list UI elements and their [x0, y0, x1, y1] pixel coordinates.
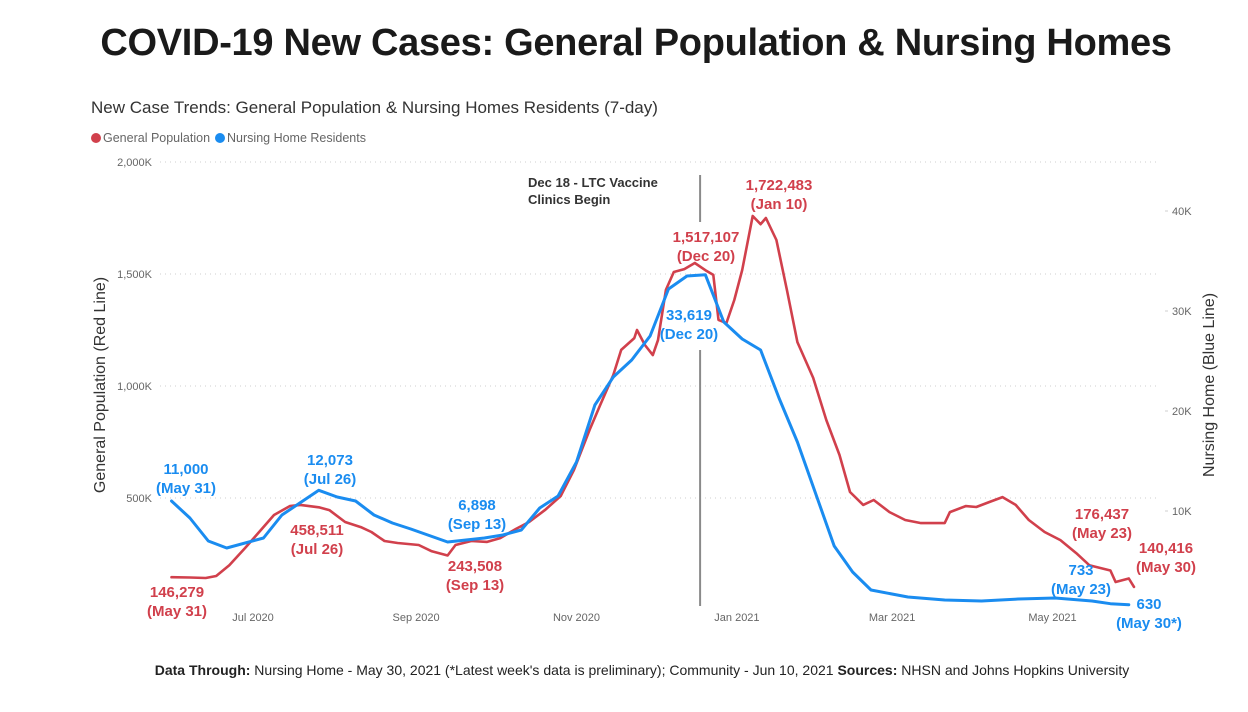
nursing-home-data-label: (May 23) [1051, 581, 1111, 598]
x-tick-label: May 2021 [1028, 612, 1076, 624]
general-population-data-label: (Jan 10) [751, 196, 808, 213]
nursing-home-data-label: (May 30*) [1116, 615, 1182, 632]
y-right-tick-label: 20K [1172, 406, 1192, 418]
y-right-tick-label: 10K [1172, 506, 1192, 518]
nursing-home-data-label: 6,898 [458, 497, 496, 514]
footer-label-data-through: Data Through: [154, 662, 251, 678]
general-population-line [170, 214, 1136, 589]
y-right-tick-label: 40K [1172, 206, 1192, 218]
x-tick-label: Sep 2020 [393, 612, 440, 624]
y-left-tick-label: 2,000K [117, 157, 153, 169]
nursing-home-data-label: 12,073 [307, 452, 353, 469]
general-population-data-label: 146,279 [150, 584, 204, 601]
x-tick-label: Jul 2020 [232, 612, 274, 624]
chart-title: New Case Trends: General Population & Nu… [91, 98, 658, 117]
series-lines [170, 214, 1136, 607]
legend: General Population Nursing Home Resident… [91, 131, 371, 145]
nursing-home-data-label: 630 [1136, 596, 1161, 613]
general-population-data-label: (May 31) [147, 603, 207, 620]
y-axis-left-title: General Population (Red Line) [92, 277, 109, 493]
legend-item-nursing-home-residents[interactable]: Nursing Home Residents [215, 131, 366, 145]
footer-text-sources: NHSN and Johns Hopkins University [897, 662, 1130, 678]
nursing-home-data-label: (Dec 20) [660, 326, 718, 343]
footer-label-sources: Sources: [837, 662, 898, 678]
x-tick-label: Jan 2021 [714, 612, 759, 624]
general-population-data-label: (May 23) [1072, 525, 1132, 542]
x-tick-label: Nov 2020 [553, 612, 600, 624]
general-population-data-label: 176,437 [1075, 506, 1129, 523]
general-population-data-label: (May 30) [1136, 559, 1196, 576]
nursing-home-data-label: 11,000 [163, 461, 208, 478]
y-right-tick-label: 30K [1172, 306, 1192, 318]
event-marker: Dec 18 - LTC Vaccine Clinics Begin [528, 175, 702, 606]
y-axis-right-title: Nursing Home (Blue Line) [1201, 293, 1218, 477]
gridlines [160, 161, 1160, 499]
legend-label: Nursing Home Residents [227, 131, 366, 145]
page-title: COVID-19 New Cases: General Population &… [100, 22, 1172, 64]
y-left-tick-label: 1,000K [117, 381, 153, 393]
event-marker-label: Clinics Begin [528, 192, 610, 207]
y-axis-left: 500K 1,000K 1,500K 2,000K [117, 157, 153, 505]
event-marker-label: Dec 18 - LTC Vaccine [528, 175, 658, 190]
red-dot-icon [91, 133, 101, 143]
general-population-data-label: 1,722,483 [746, 177, 813, 194]
y-left-tick-label: 1,500K [117, 269, 153, 281]
general-population-data-label: 243,508 [448, 558, 502, 575]
general-population-data-label: 1,517,107 [673, 229, 740, 246]
nursing-home-line [170, 273, 1131, 607]
general-population-data-label: 458,511 [290, 522, 343, 539]
legend-item-general-population[interactable]: General Population [91, 131, 210, 145]
general-population-data-label: 140,416 [1139, 540, 1193, 557]
general-population-data-label: (Jul 26) [291, 541, 344, 558]
footer-text-data-through: Nursing Home - May 30, 2021 (*Latest wee… [250, 662, 838, 678]
nursing-home-data-label: (Sep 13) [448, 516, 506, 533]
nursing-home-data-label: 733 [1068, 562, 1093, 579]
footer-note: Data Through: Nursing Home - May 30, 202… [0, 662, 1248, 678]
y-left-tick-label: 500K [126, 493, 152, 505]
y-axis-right: 10K 20K 30K 40K [1165, 206, 1192, 518]
x-axis: Jul 2020 Sep 2020 Nov 2020 Jan 2021 Mar 2021… [232, 612, 1076, 624]
x-tick-label: Mar 2021 [869, 612, 915, 624]
nursing-home-data-label: (May 31) [156, 480, 216, 497]
legend-label: General Population [103, 131, 211, 145]
nursing-home-data-label: 33,619 [666, 307, 712, 324]
general-population-data-label: (Sep 13) [446, 577, 504, 594]
nursing-home-data-label: (Jul 26) [304, 471, 357, 488]
data-labels: 146,279 (May 31) 458,511 (Jul 26) 243,508 (Se… [147, 177, 1196, 632]
general-population-data-label: (Dec 20) [677, 248, 735, 265]
blue-dot-icon [215, 133, 226, 143]
